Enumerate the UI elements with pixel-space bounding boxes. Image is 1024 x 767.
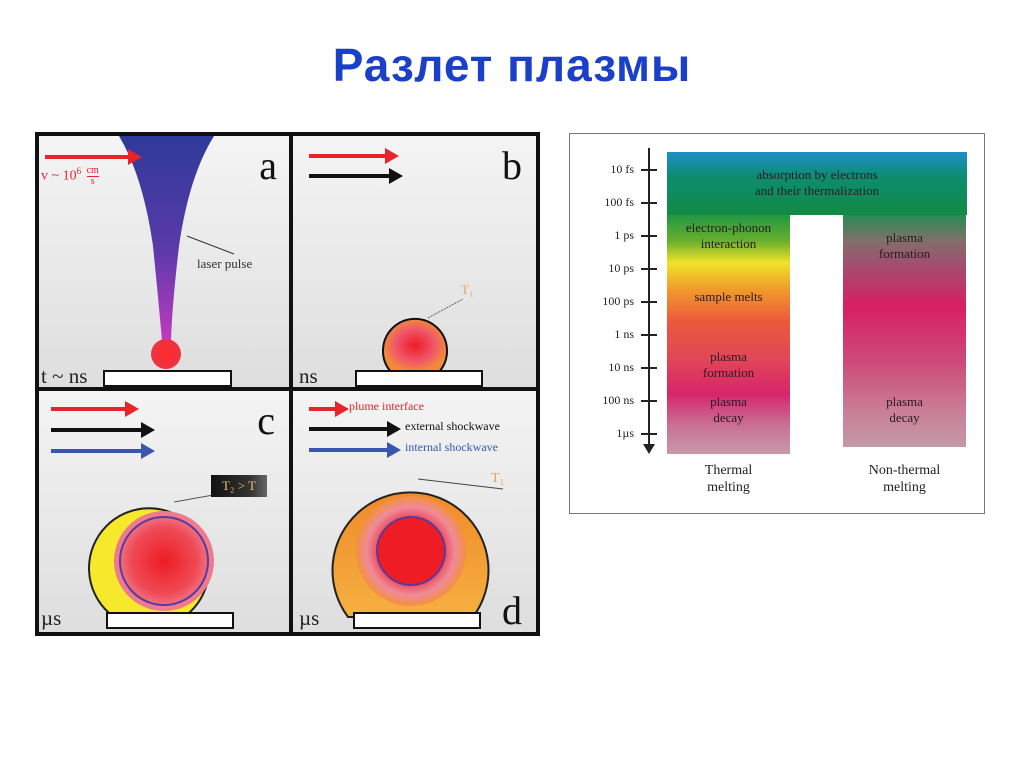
- tick-label: 10 ns: [608, 360, 634, 374]
- stage-plasma-formation-nonthermal: plasma formation: [878, 230, 931, 261]
- stage-plasma-decay-thermal: plasma decay: [710, 394, 747, 425]
- axis-tick: [641, 235, 657, 237]
- stage-plasma-decay-nonthermal: plasma decay: [886, 394, 923, 425]
- time-axis: [648, 148, 650, 448]
- tick-label: 100 ns: [602, 393, 634, 407]
- plasma-plume-icon: [382, 298, 464, 373]
- panel-b: b T₁ ns: [293, 136, 536, 387]
- tick-label: 100 ps: [602, 294, 634, 308]
- tick-label: 1 ps: [614, 228, 634, 242]
- temperature-label-b: T₁: [461, 282, 474, 297]
- legend-plume-interface: plume interface: [349, 399, 424, 413]
- axis-tick: [641, 400, 657, 402]
- absorption-label: absorption by electrons and their therma…: [754, 167, 880, 198]
- tick-label: 100 fs: [604, 195, 634, 209]
- time-label-b: ns: [299, 364, 318, 387]
- thermal-melting-label: Thermal melting: [704, 463, 753, 495]
- external-shockwave-arrow: [309, 168, 403, 184]
- panel-a: v ~ 106 cm s laser pulse a t ~ ns: [39, 136, 289, 387]
- external-shockwave-arrow: [309, 421, 401, 437]
- panel-letter-b: b: [502, 143, 522, 188]
- velocity-arrow: [45, 149, 142, 165]
- substrate: [355, 370, 483, 387]
- panel-d: plume interface external shockwave inter…: [293, 391, 536, 632]
- plume-expansion-figure: v ~ 106 cm s laser pulse a t ~ ns b T₁ n…: [35, 132, 540, 636]
- panel-letter-d: d: [502, 588, 522, 632]
- legend-external-shockwave: external shockwave: [405, 419, 500, 433]
- non-thermal-melting-label: Non-thermal melting: [868, 463, 941, 495]
- plasma-plume-icon: [88, 493, 220, 614]
- stage-plasma-formation-thermal: plasma formation: [702, 349, 755, 380]
- stage-sample-melts: sample melts: [694, 289, 763, 304]
- axis-tick: [641, 169, 657, 171]
- tick-label: 10 fs: [610, 162, 634, 176]
- velocity-label: v ~ 106 cm s: [41, 165, 99, 187]
- absorption-band: [667, 152, 967, 215]
- panel-divider-vertical: [289, 132, 293, 636]
- temperature-label-d: T₁: [491, 471, 505, 486]
- melting-timescale-figure: 10 fs 100 fs 1 ps 10 ps 100 ps 1 ns 10 n…: [569, 133, 985, 514]
- panel-divider-horizontal: [35, 387, 540, 391]
- external-shockwave-arrow: [51, 422, 155, 438]
- time-label-c: µs: [41, 606, 62, 630]
- axis-tick: [641, 433, 657, 435]
- tick-label: 1 ns: [614, 327, 634, 341]
- plume-interface-arrow: [309, 401, 349, 417]
- non-thermal-melting-column: [843, 212, 966, 447]
- panel-c: c T₂ > T µs: [39, 391, 289, 632]
- plume-interface-arrow: [51, 401, 139, 417]
- tick-label: 1µs: [616, 426, 634, 440]
- time-label-a: t ~ ns: [41, 364, 88, 387]
- axis-tick: [641, 268, 657, 270]
- axis-arrow-down-icon: [643, 444, 655, 454]
- axis-tick: [641, 301, 657, 303]
- panel-letter-c: c: [257, 398, 275, 443]
- tick-label: 10 ps: [608, 261, 634, 275]
- axis-tick: [641, 334, 657, 336]
- substrate: [353, 612, 481, 629]
- substrate: [106, 612, 234, 629]
- temperature-label-c: T₂ > T: [211, 475, 267, 497]
- internal-shockwave-arrow: [51, 443, 155, 459]
- panel-letter-a: a: [259, 143, 277, 188]
- axis-tick: [641, 367, 657, 369]
- axis-tick: [641, 202, 657, 204]
- plasma-plume-icon: [331, 478, 504, 618]
- legend-internal-shockwave: internal shockwave: [405, 440, 498, 454]
- internal-shockwave-arrow: [309, 442, 401, 458]
- time-label-d: µs: [299, 606, 320, 630]
- stage-electron-phonon: electron-phonon interaction: [685, 220, 772, 251]
- plume-interface-arrow: [309, 148, 399, 164]
- slide-title: Разлет плазмы: [332, 39, 692, 91]
- laser-pulse-cone-icon: [119, 136, 235, 369]
- laser-pulse-label: laser pulse: [197, 256, 253, 271]
- substrate: [103, 370, 232, 387]
- thermal-melting-column: [667, 212, 790, 454]
